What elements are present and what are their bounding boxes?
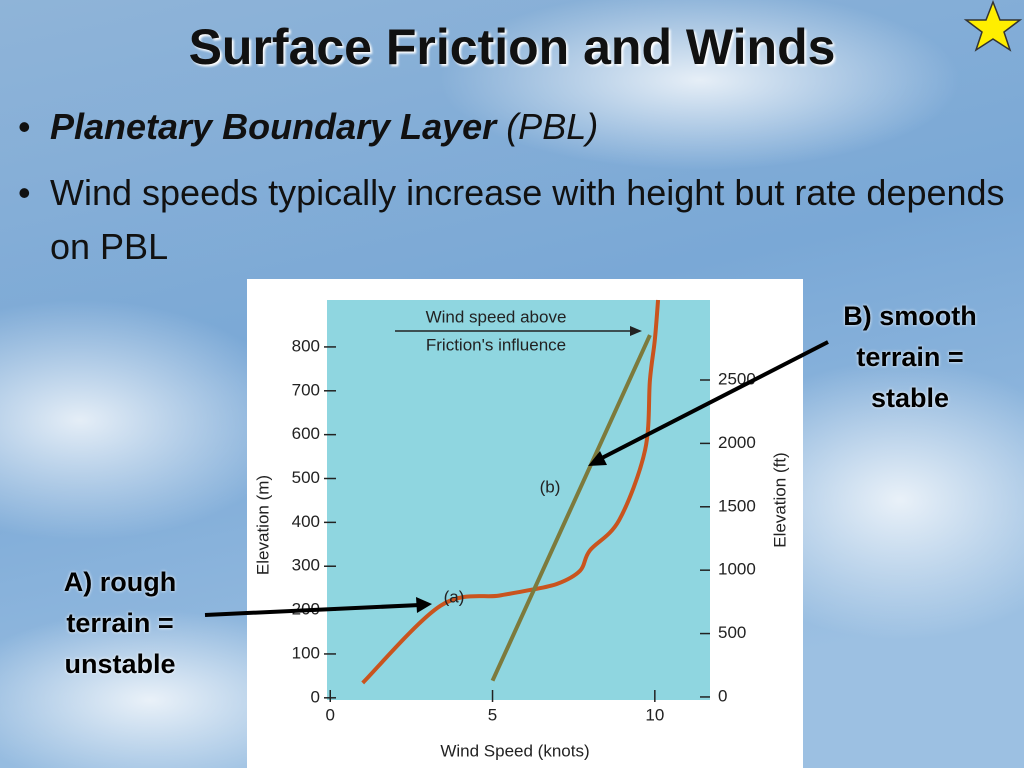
annotation-line: stable [870, 383, 950, 413]
arrow-a [204, 603, 421, 617]
bullet-text: Wind speeds typically increase with heig… [50, 172, 1005, 267]
slide-title: Surface Friction and Winds [188, 19, 836, 75]
y2-tick-label: 500 [718, 623, 746, 642]
chart: 0100200300400500600700800050010001500200… [253, 299, 789, 760]
y-tick-label: 300 [292, 556, 320, 575]
y-tick-label: 600 [292, 424, 320, 443]
bullet-term: Planetary Boundary Layer [50, 106, 497, 147]
annotation-arrowhead [630, 326, 642, 336]
annotation: Wind speed above [426, 307, 567, 326]
y-tick-label: 800 [292, 336, 320, 355]
series-line [361, 299, 661, 685]
series-label: (a) [444, 587, 465, 606]
y-tick-label: 400 [292, 512, 320, 531]
plot-area [327, 300, 710, 700]
arrow-b [597, 340, 829, 462]
x-tick-label: 10 [645, 705, 664, 724]
y-tick-label: 500 [292, 468, 320, 487]
annotation-line: terrain = [66, 608, 174, 638]
bullet: • Planetary Boundary Layer (PBL) [18, 106, 599, 147]
annotation-line: B) smooth [843, 301, 977, 331]
y2-axis-label: Elevation (ft) [770, 452, 789, 547]
y-tick-label: 100 [292, 643, 320, 662]
annotation: Friction's influence [426, 335, 566, 354]
annotation-line: unstable [64, 649, 176, 679]
y2-tick-label: 2500 [718, 369, 756, 388]
y-axis-label: Elevation (m) [253, 475, 272, 575]
arrowhead-b [588, 451, 607, 466]
y2-tick-label: 1000 [718, 560, 756, 579]
series-label: (b) [540, 477, 561, 496]
y-tick-label: 700 [292, 380, 320, 399]
annotation-a: A) rough terrain = unstable [20, 562, 220, 685]
annotation-b: B) smooth terrain = stable [815, 296, 1005, 419]
y-tick-label: 0 [311, 687, 320, 706]
x-tick-label: 0 [326, 705, 335, 724]
arrowhead-a [416, 597, 432, 613]
x-axis-label: Wind Speed (knots) [440, 741, 589, 760]
star-icon [963, 0, 1023, 52]
series-line [490, 334, 652, 682]
bullet: • Wind speeds typically increase with hei… [18, 166, 1008, 274]
x-tick-label: 5 [488, 705, 497, 724]
y2-tick-label: 1500 [718, 496, 756, 515]
y2-tick-label: 2000 [718, 433, 756, 452]
annotation-line: terrain = [856, 342, 964, 372]
bullet-abbr: (PBL) [506, 106, 599, 147]
annotation-line: A) rough [63, 567, 177, 597]
y2-tick-label: 0 [718, 686, 727, 705]
